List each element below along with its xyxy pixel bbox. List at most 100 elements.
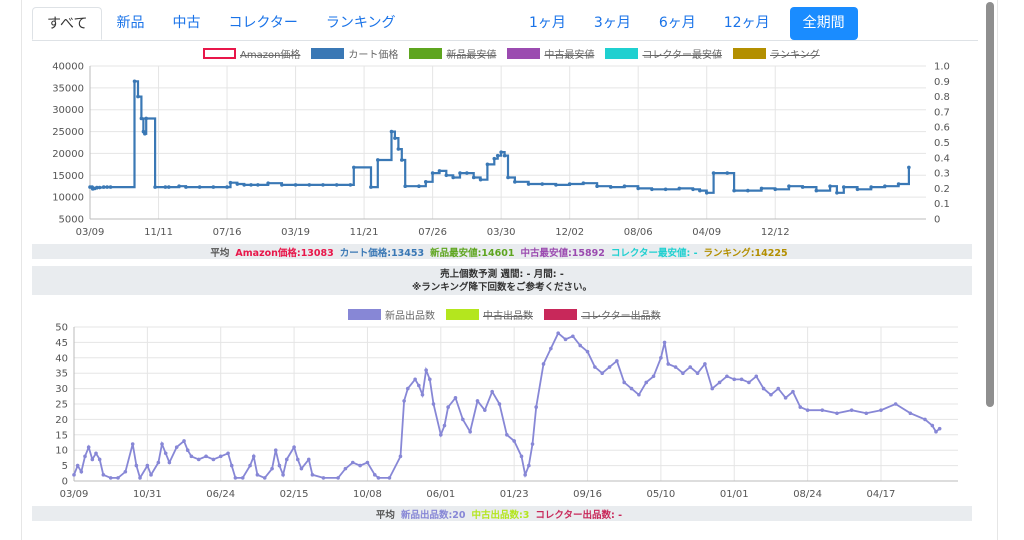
legend-ranking[interactable]: ランキング — [733, 46, 820, 61]
y-tick-label: 40000 — [52, 62, 84, 73]
data-point — [776, 386, 781, 391]
legend-collector-lowest[interactable]: コレクター最安値 — [605, 46, 722, 61]
x-tick-label: 10/31 — [133, 489, 162, 500]
data-point — [167, 185, 171, 189]
data-point — [256, 183, 260, 187]
period-12-months[interactable]: 12ヶ月 — [723, 15, 770, 31]
data-point — [659, 356, 663, 360]
legend-swatch — [733, 48, 767, 59]
data-point — [505, 433, 509, 437]
data-point — [442, 423, 447, 428]
data-point — [306, 457, 311, 462]
y-tick-label: 35000 — [52, 83, 84, 94]
data-point — [908, 411, 913, 416]
data-point — [711, 171, 716, 175]
period-1-month[interactable]: 1ヶ月 — [529, 15, 566, 31]
data-point — [211, 185, 216, 189]
data-point — [923, 417, 927, 422]
data-point — [251, 454, 256, 459]
data-point — [571, 334, 575, 339]
legend-cart-price[interactable]: カート価格 — [311, 46, 398, 61]
y-tick-label: 25000 — [52, 127, 84, 138]
data-point — [79, 469, 84, 474]
data-point — [879, 408, 883, 412]
data-point — [420, 392, 425, 397]
data-point — [372, 473, 377, 477]
data-point — [636, 186, 640, 191]
data-point — [650, 187, 654, 192]
period-selector: 1ヶ月 3ヶ月 6ヶ月 12ヶ月 全期間 — [515, 7, 858, 40]
legend-new-offers[interactable]: 新品出品数 — [348, 307, 435, 322]
y2-tick-label: 0.6 — [934, 123, 950, 134]
data-point — [814, 188, 819, 193]
tab-collector[interactable]: コレクター — [228, 15, 298, 31]
data-point — [136, 94, 140, 99]
data-point — [483, 408, 487, 412]
data-point — [475, 399, 480, 403]
data-point — [855, 187, 860, 192]
data-point — [593, 365, 597, 369]
y2-tick-label: 0.5 — [934, 138, 950, 149]
data-point — [835, 190, 839, 195]
x-tick-label: 05/10 — [646, 489, 675, 500]
legend-used-lowest[interactable]: 中古最安値 — [507, 46, 594, 61]
price-history-chart[interactable]: 5000 10000 15000 20000 25000 30000 35000 40000 0… — [0, 0, 1024, 245]
price-average-label: 平均 — [210, 247, 230, 259]
vertical-scrollbar[interactable] — [986, 2, 994, 407]
data-point — [270, 466, 274, 471]
data-point — [163, 185, 168, 189]
data-point — [160, 442, 164, 446]
y2-tick-label: 0.3 — [934, 169, 950, 180]
data-point — [681, 371, 685, 376]
data-point — [132, 79, 137, 84]
x-tick-label: 11/11 — [144, 227, 173, 238]
data-point — [471, 175, 476, 180]
tab-ranking[interactable]: ランキング — [325, 15, 396, 31]
period-3-months[interactable]: 3ヶ月 — [593, 15, 631, 31]
data-point — [348, 183, 353, 187]
y-tick-label: 5 — [62, 461, 68, 472]
y-tick-label: 10000 — [52, 193, 84, 204]
offer-count-chart[interactable]: 0 5 10 15 20 25 30 35 40 45 50 03/09 10/31 06/24 02/15… — [0, 0, 1024, 505]
legend-swatch — [409, 48, 443, 59]
data-point — [746, 188, 750, 193]
data-point — [567, 182, 572, 186]
data-point — [622, 184, 627, 189]
data-point — [387, 476, 392, 480]
x-tick-label: 01/23 — [500, 489, 529, 500]
data-point — [502, 153, 507, 158]
data-point — [369, 185, 373, 189]
offer-count-average-bar: 平均 新品出品数:20 中古出品数:3 コレクター出品数: - — [32, 506, 972, 521]
x-tick-label: 09/16 — [573, 489, 602, 500]
legend-swatch — [507, 48, 541, 59]
legend-label: ランキング — [770, 50, 820, 61]
period-6-months[interactable]: 6ヶ月 — [658, 15, 696, 31]
avg-collector-lowest: コレクター最安値: - — [610, 247, 698, 259]
data-point — [130, 442, 135, 446]
price-average-bar: 平均 Amazon価格:13083 カート価格:13453 新品最安値:1460… — [32, 244, 972, 259]
data-point — [458, 171, 462, 175]
data-point — [97, 185, 102, 190]
data-point — [108, 185, 113, 189]
legend-collector-offers[interactable]: コレクター出品数 — [544, 307, 661, 322]
data-point — [163, 451, 168, 456]
data-point — [321, 183, 325, 187]
tab-all[interactable]: すべて — [32, 7, 103, 40]
data-point — [820, 408, 825, 412]
data-point — [138, 476, 142, 480]
y-tick-label: 45 — [55, 338, 68, 349]
data-point — [907, 165, 911, 170]
tab-new[interactable]: 新品 — [116, 15, 145, 31]
data-point — [389, 129, 394, 134]
x-tick-label: 01/01 — [720, 489, 749, 500]
data-point — [800, 185, 805, 189]
data-point — [417, 184, 421, 189]
tab-used[interactable]: 中古 — [172, 15, 201, 31]
legend-used-offers[interactable]: 中古出品数 — [446, 307, 533, 322]
period-all[interactable]: 全期間 — [789, 7, 858, 40]
data-point — [688, 365, 693, 369]
legend-label: 中古出品数 — [483, 311, 533, 322]
data-point — [249, 183, 253, 187]
legend-amazon-price[interactable]: Amazon価格 — [203, 46, 300, 61]
legend-new-lowest[interactable]: 新品最安値 — [409, 46, 496, 61]
